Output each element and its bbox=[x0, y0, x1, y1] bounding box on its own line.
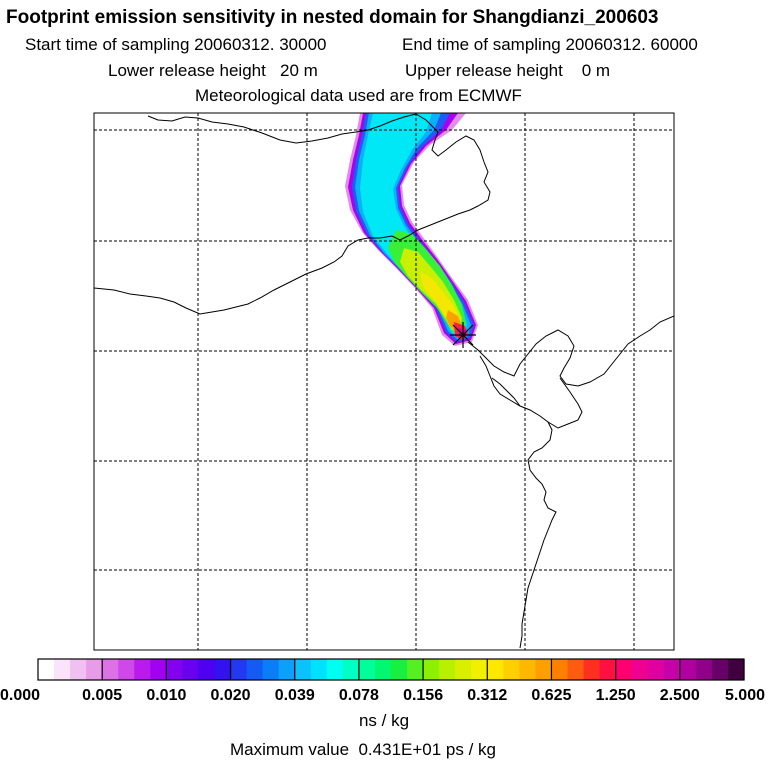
lower-release-height: Lower release height 20 m bbox=[108, 61, 318, 80]
colorbar-cells bbox=[38, 659, 745, 680]
map-frame bbox=[93, 112, 675, 651]
colorbar-cell bbox=[38, 659, 55, 680]
colorbar-cell bbox=[278, 659, 296, 680]
colorbar-cell bbox=[166, 659, 184, 680]
colorbar-cell bbox=[118, 659, 135, 680]
colorbar-cell bbox=[679, 659, 697, 680]
colorbar-cell bbox=[342, 659, 360, 680]
colorbar-cell bbox=[519, 659, 537, 680]
colorbar-cell bbox=[70, 659, 87, 680]
station-star-icon bbox=[450, 322, 476, 348]
coastline-korea-north bbox=[547, 377, 583, 429]
colorbar-labels: 0.000 0.005 0.010 0.020 0.039 0.078 0.156 0.312… bbox=[0, 687, 765, 704]
colorbar-cell bbox=[310, 659, 328, 680]
map-content bbox=[94, 113, 674, 650]
colorbar-tick-label: 0.010 bbox=[146, 687, 186, 704]
colorbar-cell bbox=[358, 659, 376, 680]
maximum-value-note: Maximum value 0.431E+01 ps / kg bbox=[230, 740, 496, 759]
colorbar-cell bbox=[503, 659, 520, 680]
colorbar-cell bbox=[391, 659, 408, 680]
colorbar-tick-label: 0.625 bbox=[531, 687, 571, 704]
colorbar-tick-label: 0.020 bbox=[211, 687, 251, 704]
colorbar-cell bbox=[471, 659, 488, 680]
colorbar-tick-label: 0.156 bbox=[403, 687, 443, 704]
coastline-inner bbox=[491, 377, 521, 407]
colorbar-cell bbox=[567, 659, 585, 680]
coastline-bay bbox=[479, 355, 557, 649]
colorbar-cell bbox=[326, 659, 344, 680]
coastline-north bbox=[147, 113, 417, 144]
colorbar-cell bbox=[663, 659, 681, 680]
colorbar-cell bbox=[134, 659, 151, 680]
sampling-end-time: End time of sampling 20060312. 60000 bbox=[402, 35, 698, 54]
upper-release-height: Upper release height 0 m bbox=[405, 61, 611, 80]
colorbar-cell bbox=[711, 659, 729, 680]
colorbar-frame bbox=[37, 658, 745, 681]
colorbar-cell bbox=[198, 659, 216, 680]
colorbar-cell bbox=[150, 659, 167, 680]
coastlines bbox=[94, 113, 674, 649]
graticule bbox=[94, 113, 674, 650]
colorbar-cell bbox=[182, 659, 200, 680]
colorbar-tick-label: 5.000 bbox=[725, 687, 765, 704]
colorbar-unit-label: ns / kg bbox=[358, 711, 410, 730]
colorbar-cell bbox=[615, 659, 633, 680]
colorbar-cell bbox=[551, 659, 569, 680]
plot-title: Footprint emission sensitivity in nested… bbox=[6, 7, 659, 28]
colorbar-cell bbox=[695, 659, 713, 680]
coastline-east bbox=[467, 315, 674, 387]
colorbar-tick-label: 0.039 bbox=[275, 687, 315, 704]
colorbar-cell bbox=[727, 659, 745, 680]
colorbar-cell bbox=[230, 659, 248, 680]
colorbar-cell bbox=[647, 659, 665, 680]
colorbar-cell bbox=[599, 659, 617, 680]
colorbar-cell bbox=[54, 659, 71, 680]
colorbar-cell bbox=[423, 659, 440, 680]
colorbar-cell bbox=[535, 659, 553, 680]
colorbar-tick-label: 0.005 bbox=[82, 687, 122, 704]
colorbar-cell bbox=[487, 659, 504, 680]
colorbar-cell bbox=[102, 659, 119, 680]
sampling-start-time: Start time of sampling 20060312. 30000 bbox=[25, 35, 327, 54]
colorbar-cell bbox=[246, 659, 264, 680]
colorbar-cell bbox=[439, 659, 456, 680]
colorbar-ticks bbox=[101, 659, 681, 680]
colorbar-tick-label: 0.078 bbox=[339, 687, 379, 704]
colorbar-cell bbox=[374, 659, 392, 680]
colorbar-cell bbox=[262, 659, 280, 680]
colorbar-tick-label: 0.312 bbox=[467, 687, 507, 704]
colorbar-tick-label: 2.500 bbox=[660, 687, 700, 704]
colorbar-cell bbox=[583, 659, 601, 680]
colorbar-tick-label: 0.000 bbox=[0, 687, 40, 704]
colorbar-cell bbox=[455, 659, 472, 680]
colorbar-cell bbox=[214, 659, 232, 680]
colorbar-cell bbox=[631, 659, 649, 680]
coastline-peninsula bbox=[94, 113, 491, 315]
colorbar-cell bbox=[294, 659, 312, 680]
colorbar-cell bbox=[407, 659, 424, 680]
colorbar-tick-label: 1.250 bbox=[596, 687, 636, 704]
colorbar-cell bbox=[86, 659, 103, 680]
meteorological-data-note: Meteorological data used are from ECMWF bbox=[195, 86, 522, 105]
